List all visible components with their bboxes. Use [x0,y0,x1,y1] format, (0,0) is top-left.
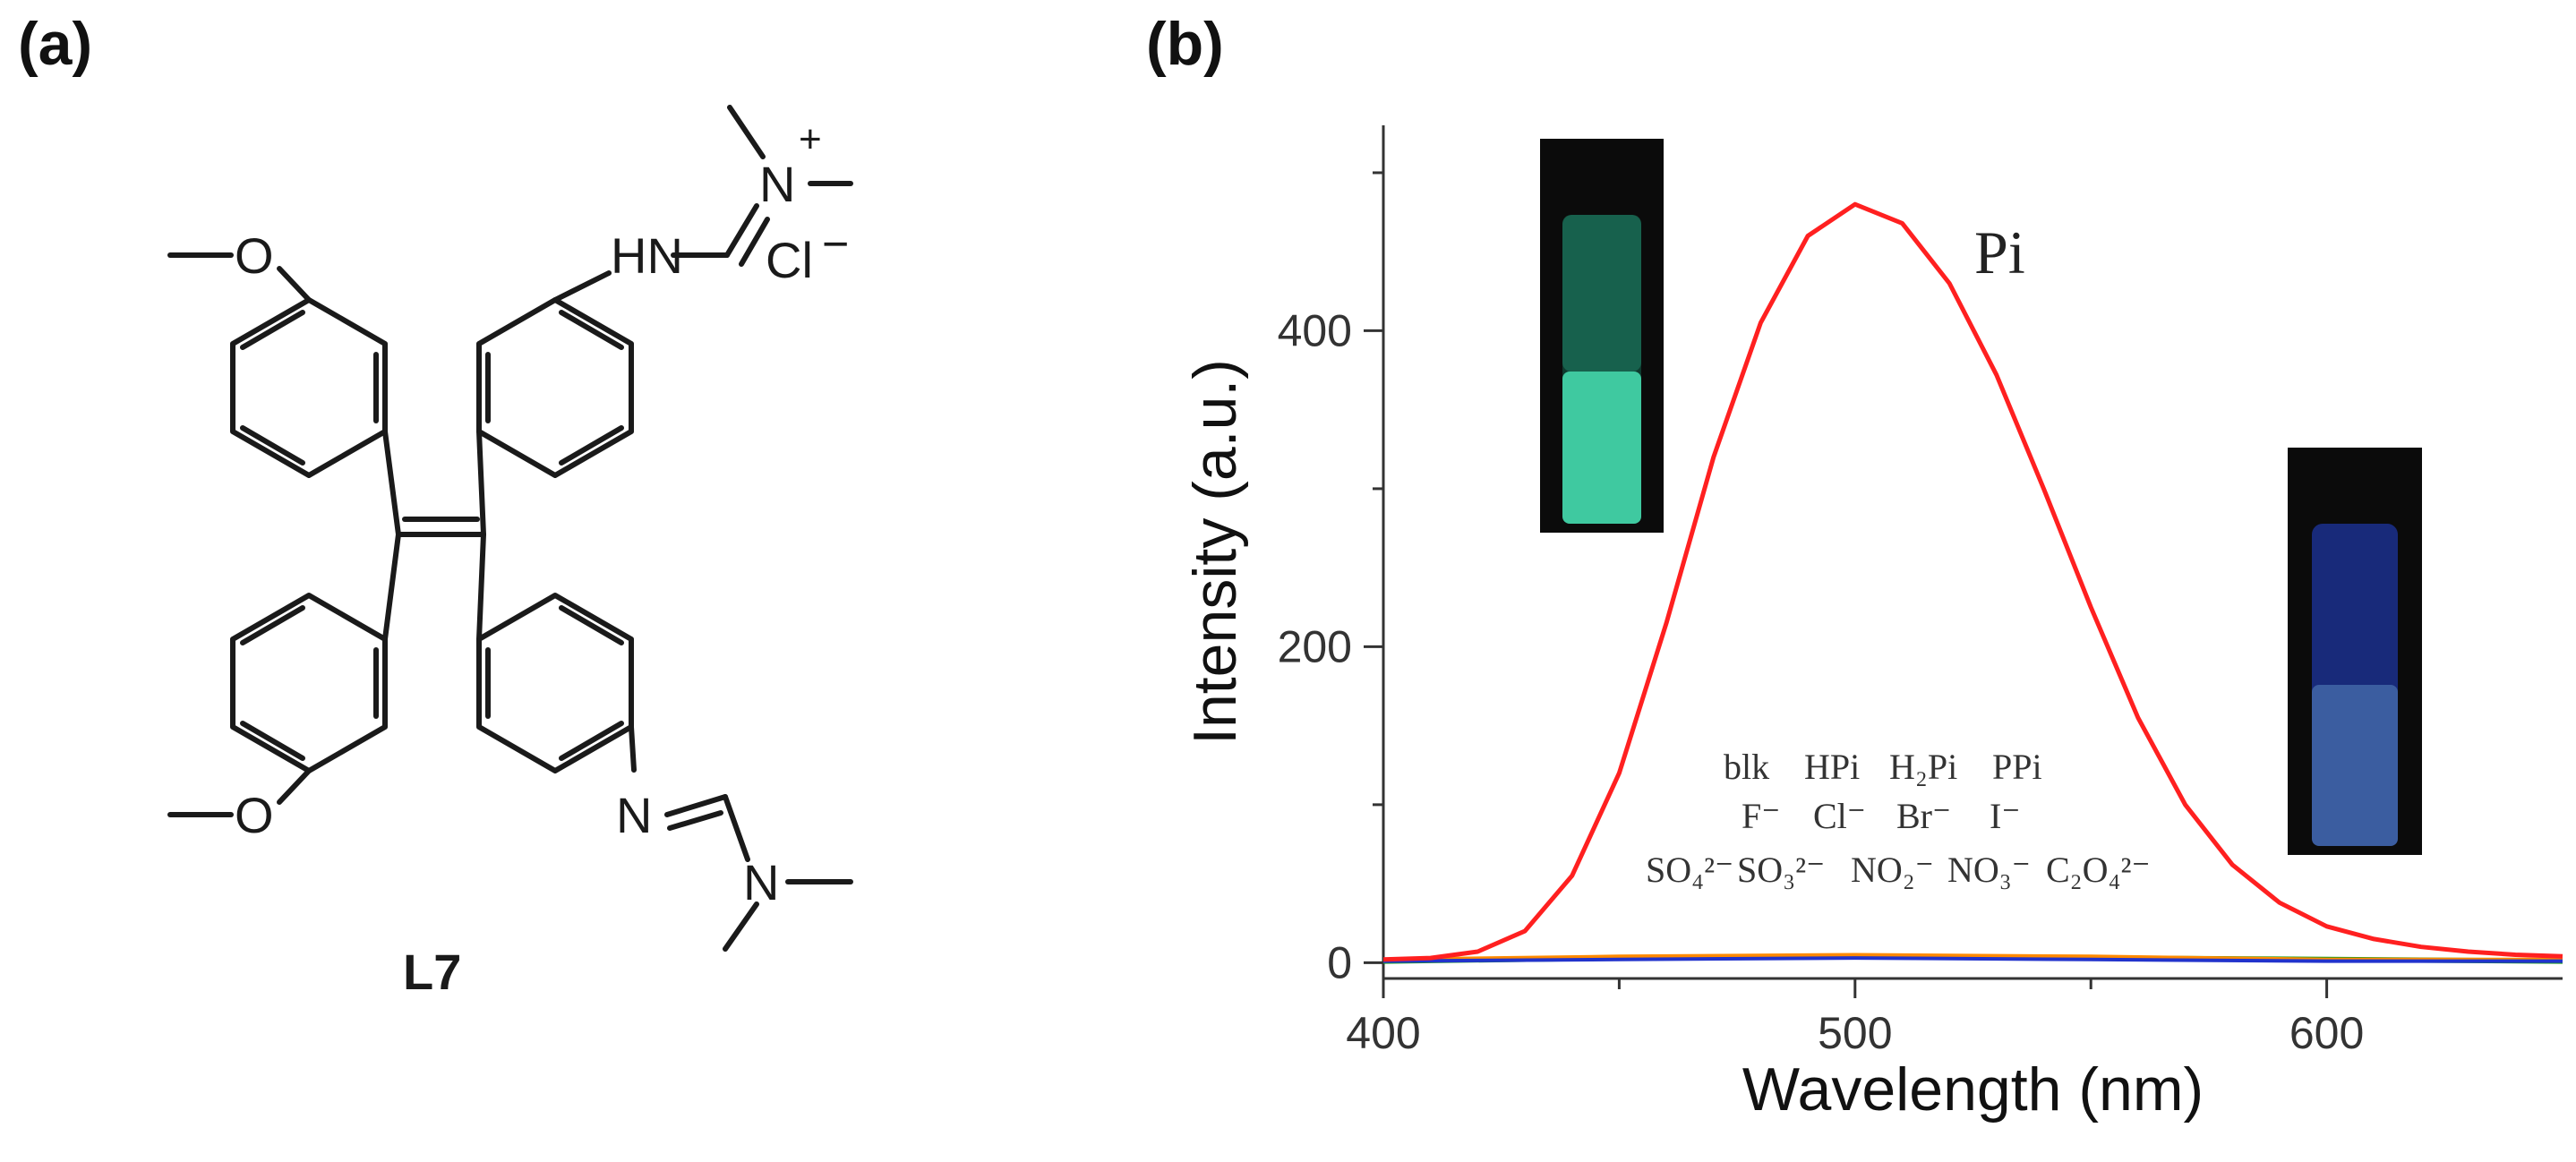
x-tick-label: 400 [1346,1008,1420,1058]
series-label-pi: Pi [1974,218,2025,286]
anion-label: blk [1724,747,1769,787]
anion-label: I⁻ [1990,796,2020,836]
panel-b-label: (b) [1146,10,1224,78]
series-line-baseline [1382,953,2563,961]
y-tick-label: 200 [1278,621,1352,671]
structure-l7: O O HN N + Cl − N N L7 [167,105,853,1000]
ring-bottom-right [476,593,634,773]
atom-hn: HN [611,227,683,284]
anion-label: F⁻ [1742,796,1780,836]
ring-bottom-left [230,593,388,773]
y-tick-label: 400 [1278,305,1352,355]
anion-label: C₂O₄²⁻ [2046,850,2151,890]
anion-label: SO₄²⁻ [1646,850,1733,890]
anion-label: Br⁻ [1896,796,1951,836]
ring-top-left [230,297,388,478]
y-tick-label: 0 [1327,937,1352,987]
charge-plus: + [799,117,822,161]
anion-label: NO₃⁻ [1947,850,2031,890]
series-line-pi [1382,201,2563,962]
compound-label: L7 [403,944,461,1000]
anion-legend: blk HPi H₂Pi PPi F⁻ Cl⁻ Br⁻ I⁻ SO₄²⁻ SO₃²⁻ NO₂⁻ NO₃… [1646,747,2151,890]
labels-layer: 400 500 600 0 200 400 Wavelength (nm) Intensity… [1181,305,2364,1124]
anion-label: H₂Pi [1889,747,1957,787]
panel-a-label: (a) [18,10,93,78]
atom-n-plus: N [759,156,795,212]
charge-minus: − [822,218,849,270]
x-tick-label: 500 [1818,1008,1892,1058]
atom-cl: Cl [766,232,813,288]
anion-label: PPi [1992,747,2042,787]
x-axis-label: Wavelength (nm) [1742,1055,2204,1124]
series-layer [1382,201,2563,964]
x-tick-label: 600 [2289,1008,2364,1058]
vial-photo-green [1540,139,1664,533]
anion-label: Cl⁻ [1813,796,1866,836]
vial-photo-blue [2288,448,2422,855]
anion-label: HPi [1804,747,1860,787]
atom-n-amine: N [743,854,779,910]
y-axis-label: Intensity (a.u.) [1181,359,1249,745]
atom-o-top: O [235,227,274,284]
series-line-baseline [1382,953,2563,964]
plot-axes [1364,125,2563,998]
atom-n-imine: N [616,787,652,843]
anion-label: SO₃²⁻ [1737,850,1825,890]
ring-top-right [476,297,634,478]
anion-label: NO₂⁻ [1851,850,1934,890]
series-line-baseline [1382,956,2563,963]
atom-o-bottom: O [235,787,274,843]
